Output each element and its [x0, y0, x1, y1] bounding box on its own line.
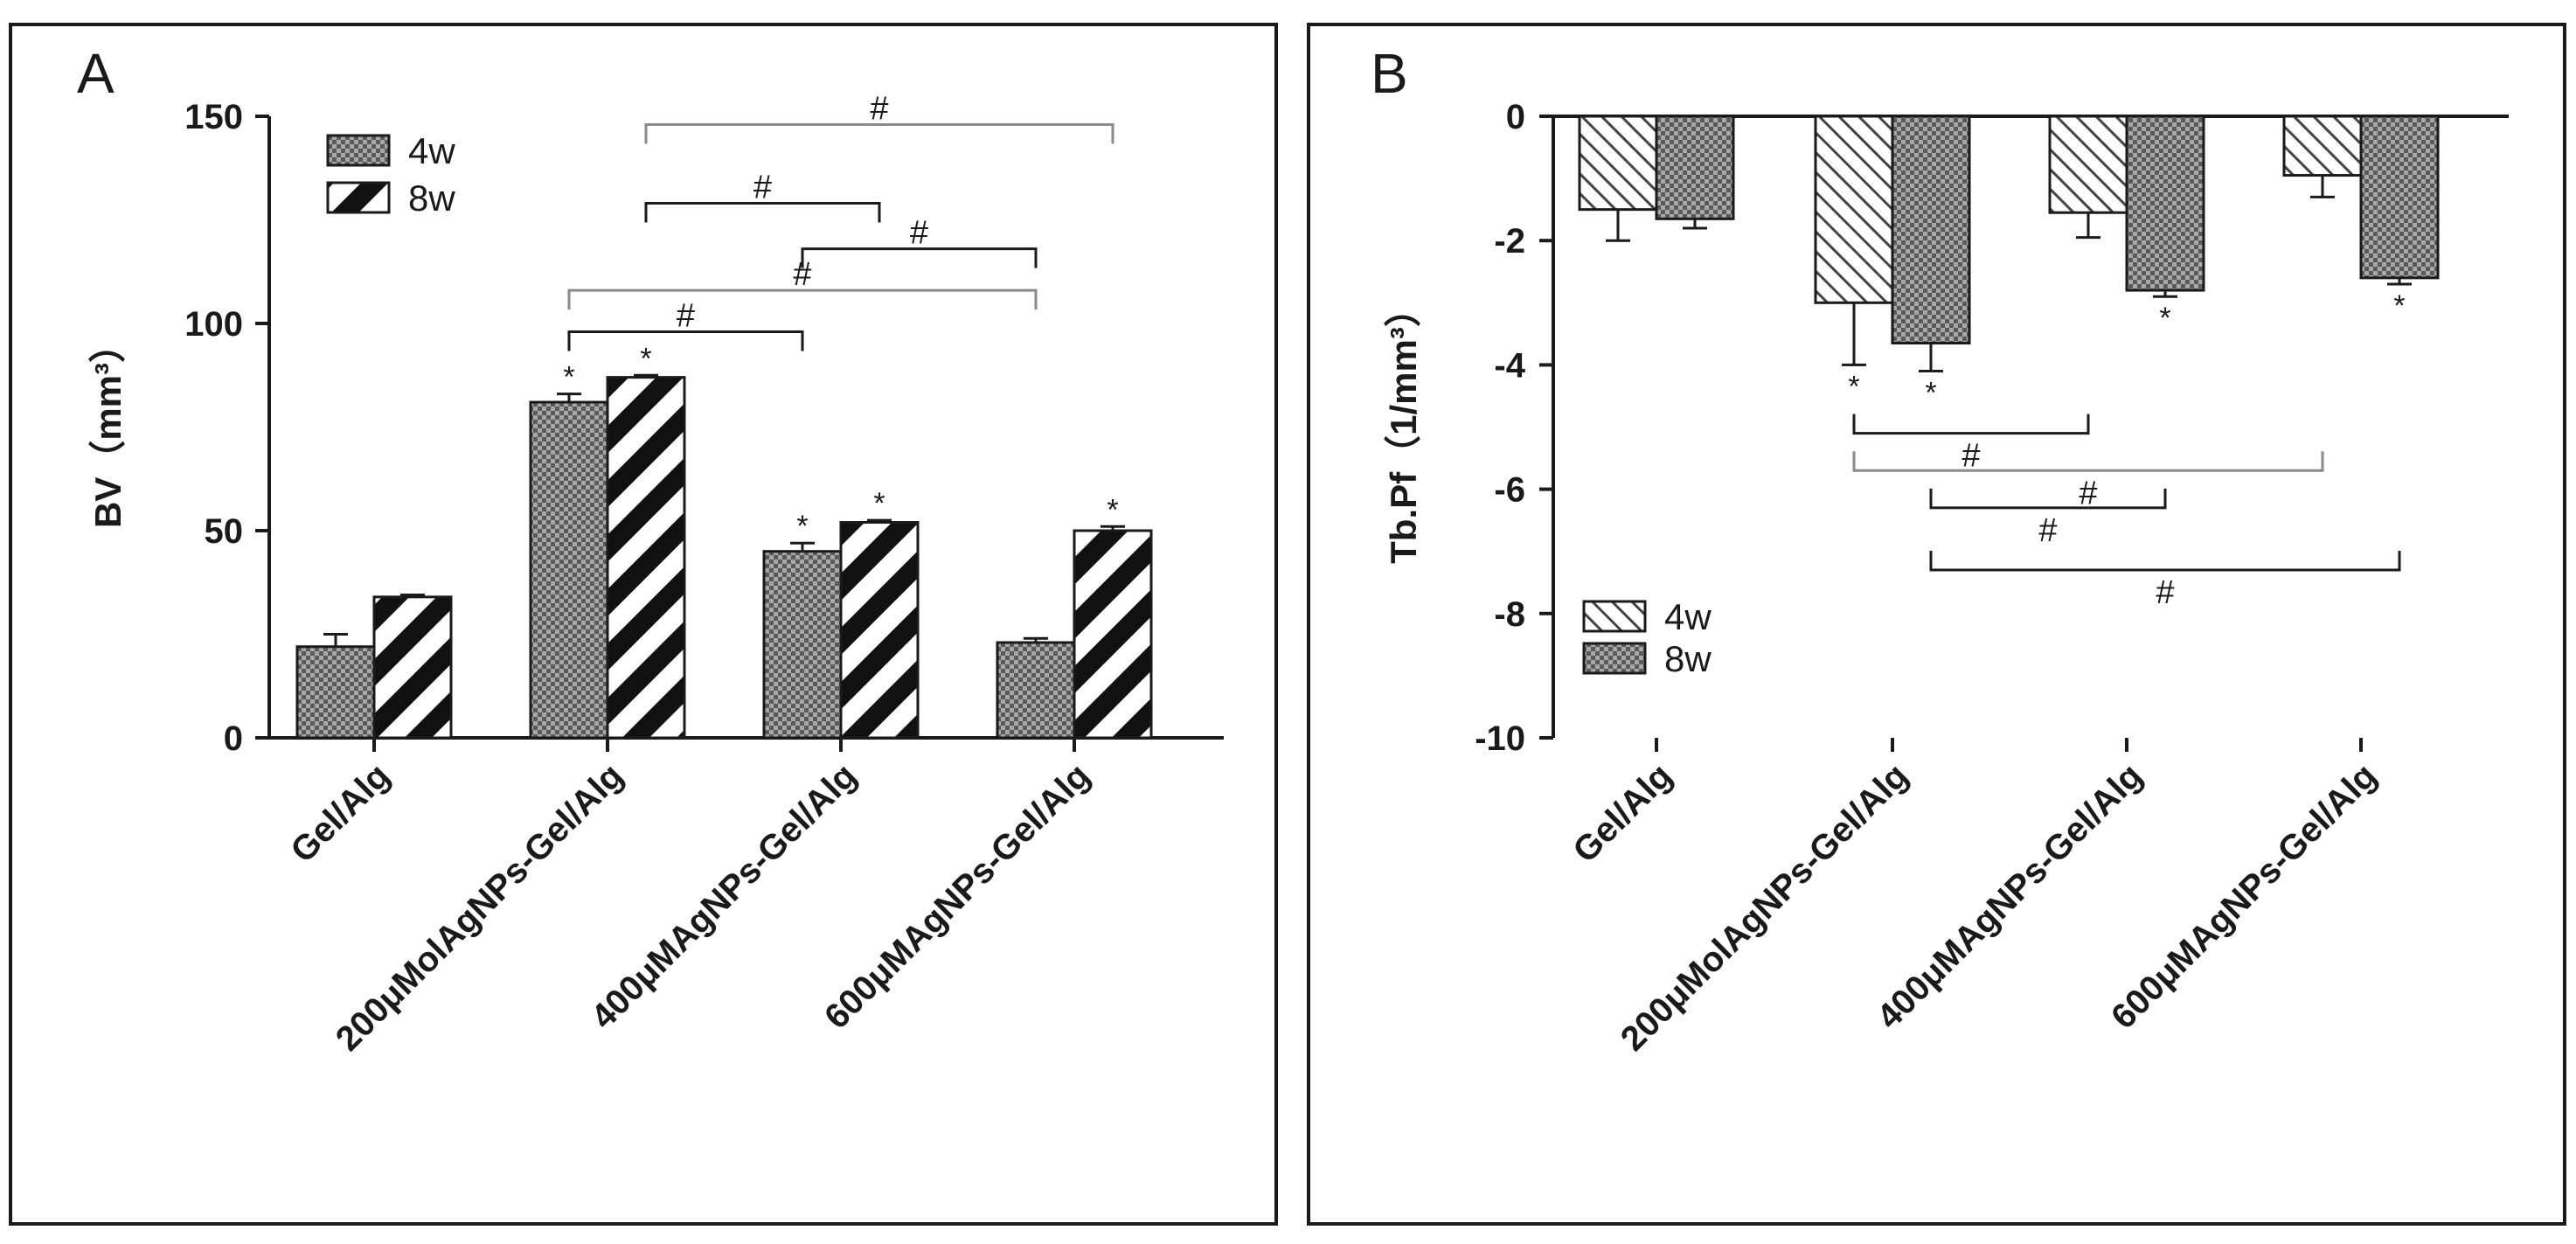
panel-b: B 0-2-4-6-8-10Tb.Pf（1/mm³）Gel/Alg200μMol…	[1307, 23, 2566, 1226]
bar	[606, 376, 686, 740]
y-tick-label: -4	[1494, 346, 1525, 385]
bar	[2125, 115, 2205, 292]
legend-swatch	[326, 134, 391, 167]
significance-bracket	[1852, 451, 2324, 472]
significance-star: *	[1925, 377, 1936, 410]
significance-mark: #	[910, 215, 928, 252]
legend-label: 4w	[408, 130, 455, 171]
bar	[1891, 115, 1971, 345]
y-tick-label: 0	[1506, 98, 1525, 136]
significance-star: *	[640, 342, 651, 375]
legend-swatch	[326, 181, 391, 214]
bar	[2048, 115, 2128, 214]
significance-star: *	[796, 510, 808, 543]
bar	[529, 400, 609, 740]
legend-swatch	[1582, 600, 1647, 633]
bar	[839, 521, 920, 740]
significance-mark: #	[677, 297, 695, 334]
y-tick-label: -8	[1494, 595, 1525, 634]
significance-mark: #	[870, 90, 888, 127]
legend-swatch	[1582, 642, 1647, 675]
significance-star: *	[2393, 289, 2405, 323]
significance-mark: #	[2038, 512, 2057, 549]
significance-mark: #	[753, 170, 772, 206]
bar	[2359, 115, 2440, 280]
panel-a: A 050100150BV（mm³）Gel/Alg200μMolAgNPs-Ge…	[9, 23, 1278, 1226]
significance-bracket	[1929, 551, 2401, 572]
significance-bracket	[567, 330, 804, 351]
y-axis-title: BV（mm³）	[87, 326, 128, 528]
significance-bracket	[1852, 414, 2090, 435]
significance-star: *	[1107, 493, 1118, 526]
significance-star: *	[1848, 370, 1859, 403]
y-tick-label: 0	[224, 719, 243, 758]
legend-label: 8w	[408, 177, 455, 219]
y-tick-label: 100	[184, 305, 243, 344]
bar	[762, 550, 843, 740]
significance-mark: #	[1962, 438, 1980, 475]
bar	[2282, 115, 2363, 177]
panel-b-letter: B	[1371, 42, 1408, 105]
significance-star: *	[2159, 302, 2170, 335]
bar	[1655, 115, 1735, 220]
y-tick-label: 50	[205, 512, 244, 551]
significance-star: *	[563, 361, 574, 394]
y-tick-label: -2	[1494, 222, 1525, 261]
significance-bracket	[644, 122, 1114, 144]
significance-bracket	[801, 247, 1038, 268]
bar	[372, 595, 453, 740]
bar	[1073, 529, 1153, 740]
bar	[1578, 115, 1658, 212]
bar	[996, 641, 1076, 740]
y-tick-label: 150	[184, 98, 243, 136]
bar	[1814, 115, 1894, 304]
legend-label: 8w	[1664, 638, 1712, 679]
significance-mark: #	[2079, 475, 2097, 511]
legend-label: 4w	[1664, 596, 1712, 637]
significance-star: *	[873, 487, 885, 520]
y-tick-label: -6	[1494, 471, 1525, 510]
significance-mark: #	[793, 256, 811, 293]
significance-bracket	[644, 202, 881, 223]
significance-bracket	[567, 288, 1038, 310]
y-axis-title: Tb.Pf（1/mm³）	[1383, 290, 1424, 564]
y-tick-label: -10	[1475, 719, 1525, 758]
bar	[295, 645, 376, 740]
significance-bracket	[1929, 488, 2167, 510]
panel-a-letter: A	[77, 42, 115, 105]
significance-mark: #	[2156, 574, 2174, 611]
